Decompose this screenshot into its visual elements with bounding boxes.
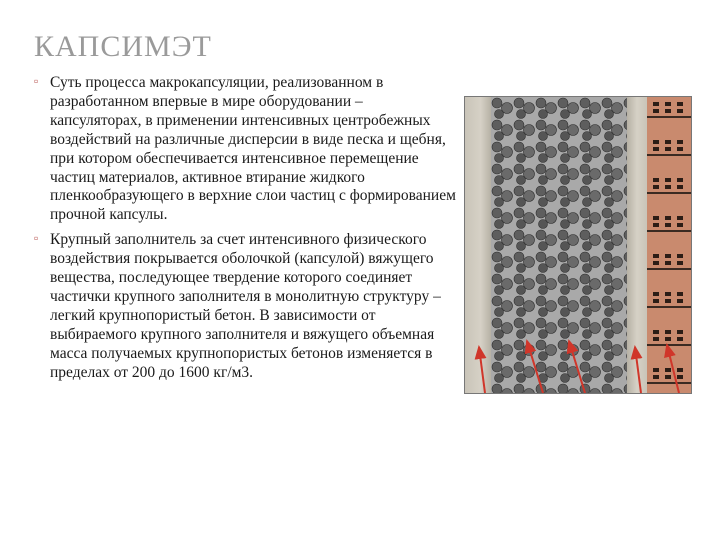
page-title: КАПСИМЭТ [34, 30, 692, 64]
list-item: Крупный заполнитель за счет интенсивного… [34, 231, 458, 382]
text-column: Суть процесса макрокапсуляции, реализова… [34, 74, 464, 389]
porous-texture-icon [491, 97, 627, 393]
wall-cross-section-figure [464, 96, 692, 394]
figure-column [464, 96, 692, 394]
bullet-list: Суть процесса макрокапсуляции, реализова… [34, 74, 458, 383]
bullet-text: Крупный заполнитель за счет интенсивного… [50, 231, 441, 380]
brick-layer [647, 97, 691, 393]
bullet-text: Суть процесса макрокапсуляции, реализова… [50, 74, 456, 223]
content-row: Суть процесса макрокапсуляции, реализова… [34, 74, 692, 394]
plaster-layer-left [465, 97, 491, 393]
list-item: Суть процесса макрокапсуляции, реализова… [34, 74, 458, 225]
porous-concrete-layer [491, 97, 627, 393]
slide: КАПСИМЭТ Суть процесса макрокапсуляции, … [0, 0, 720, 540]
brick-texture-icon [647, 97, 691, 393]
plaster-layer-right [627, 97, 647, 393]
